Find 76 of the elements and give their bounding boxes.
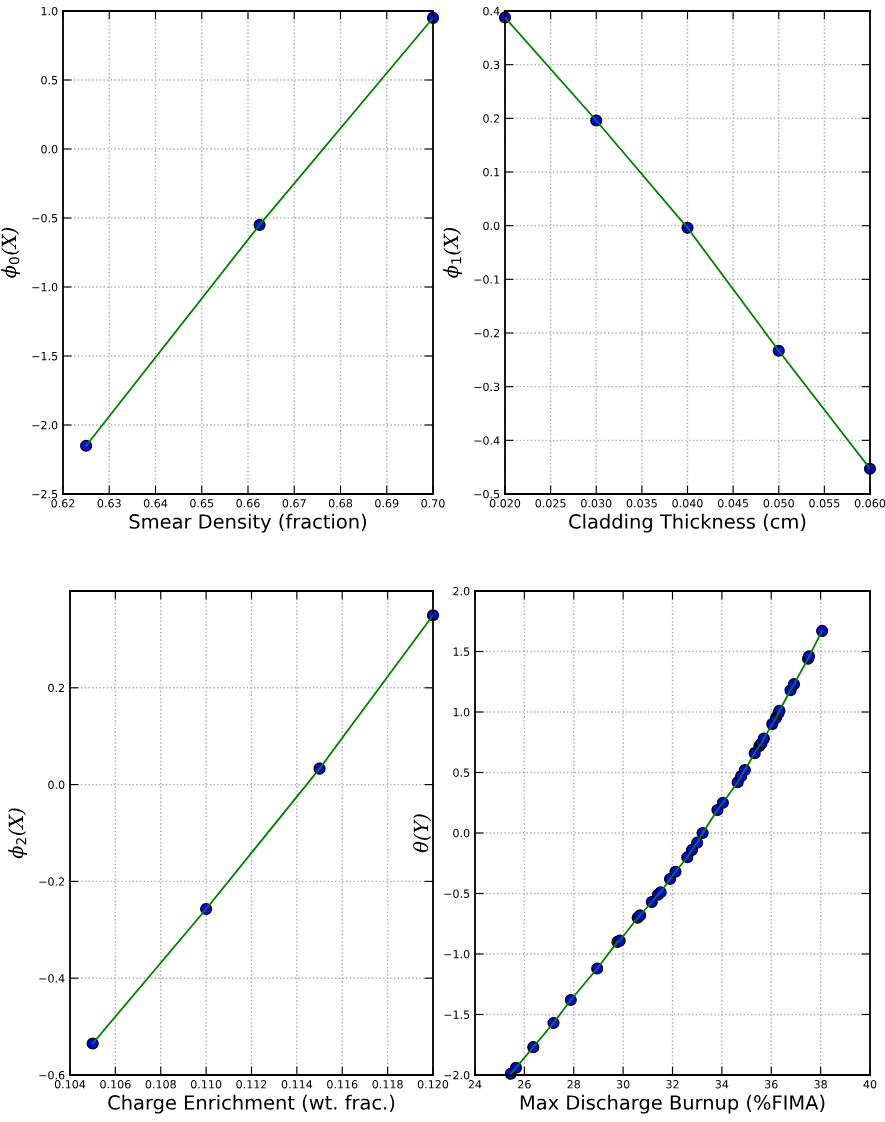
y-tick-label: 1.0 — [41, 6, 58, 16]
x-tick-label: 0.045 — [717, 499, 749, 508]
y-axis-title: ϕ$_{0}$(X) — [1, 227, 20, 278]
y-tick-label: −0.4 — [474, 436, 500, 445]
x-tick-label: 0.030 — [581, 499, 612, 508]
x-tick-label: 24 — [468, 1080, 482, 1089]
y-axis-title: ϕ$_{2}$(X) — [8, 808, 27, 859]
x-tick-label: 0.65 — [190, 499, 214, 508]
x-tick-label: 0.035 — [626, 499, 657, 508]
y-tick-label: 2.0 — [453, 586, 470, 596]
y-tick-label: −0.2 — [474, 328, 500, 338]
x-tick-label: 0.120 — [417, 1080, 449, 1089]
y-tick-label: 0.0 — [483, 221, 500, 231]
y-tick-label: 0.5 — [453, 768, 470, 777]
x-tick-label: 32 — [666, 1080, 679, 1089]
x-tick-label: 0.040 — [672, 499, 703, 508]
y-tick-label: 0.3 — [483, 60, 500, 70]
x-axis-title: Smear Density (fraction) — [129, 513, 366, 533]
y-tick-label: −0.5 — [444, 889, 470, 898]
x-tick-label: 0.112 — [236, 1080, 267, 1089]
y-tick-label: −0.2 — [39, 877, 65, 886]
y-tick-label: 1.5 — [453, 647, 470, 656]
y-axis-title: θ(Y) — [413, 814, 432, 853]
y-axis-title: ϕ$_{1}$(X) — [443, 227, 462, 278]
x-tick-label: 0.64 — [143, 499, 168, 508]
x-tick-label: 0.118 — [372, 1080, 403, 1089]
x-tick-label: 0.020 — [489, 499, 521, 508]
x-tick-label: 0.66 — [236, 499, 260, 508]
y-tick-label: −1.5 — [32, 352, 58, 361]
x-tick-label: 0.110 — [190, 1080, 222, 1089]
x-tick-label: 0.116 — [327, 1080, 358, 1089]
y-tick-label: −0.1 — [474, 275, 500, 284]
x-axis-title: Max Discharge Burnup (%FIMA) — [520, 1094, 825, 1114]
y-tick-label: −1.0 — [444, 949, 470, 959]
x-tick-label: 0.050 — [763, 499, 794, 508]
y-tick-label: 0.4 — [483, 6, 500, 16]
y-tick-label: −0.5 — [32, 213, 58, 223]
y-tick-label: 0.0 — [48, 780, 65, 789]
x-tick-label: 0.67 — [282, 499, 306, 508]
x-axis-title: Charge Enrichment (wt. frac.) — [108, 1094, 395, 1114]
x-tick-label: 34 — [715, 1080, 729, 1089]
y-tick-label: 0.0 — [453, 828, 470, 838]
x-tick-label: 0.106 — [100, 1080, 131, 1089]
x-tick-label: 0.060 — [854, 499, 885, 508]
x-tick-label: 40 — [863, 1080, 877, 1089]
y-tick-label: −2.0 — [444, 1070, 470, 1080]
x-tick-label: 36 — [765, 1080, 778, 1089]
x-tick-label: 0.68 — [328, 499, 353, 508]
x-tick-label: 0.70 — [421, 499, 445, 508]
y-tick-label: −1.5 — [444, 1010, 470, 1019]
x-tick-label: 28 — [567, 1080, 581, 1089]
x-tick-label: 0.69 — [375, 499, 399, 508]
x-tick-label: 0.114 — [281, 1080, 313, 1089]
y-tick-label: −0.5 — [474, 489, 500, 499]
y-tick-label: 0.2 — [483, 114, 500, 123]
y-tick-label: 0.2 — [48, 683, 65, 693]
y-tick-label: −0.4 — [39, 974, 65, 983]
x-tick-label: 0.104 — [54, 1080, 86, 1089]
x-tick-label: 30 — [616, 1080, 630, 1089]
x-tick-label: 38 — [814, 1080, 827, 1089]
y-tick-label: 0.1 — [483, 167, 500, 177]
x-tick-label: 26 — [518, 1080, 531, 1089]
x-tick-label: 0.62 — [51, 499, 75, 508]
y-tick-label: −0.6 — [39, 1070, 65, 1080]
y-tick-label: −1.0 — [32, 282, 58, 292]
y-tick-label: 1.0 — [453, 707, 470, 717]
x-tick-label: 0.055 — [809, 499, 840, 508]
x-axis-title: Cladding Thickness (cm) — [569, 513, 806, 533]
y-tick-label: −2.0 — [32, 420, 58, 430]
y-tick-label: −0.3 — [474, 382, 500, 392]
x-tick-label: 0.63 — [97, 499, 121, 508]
y-tick-label: 0.0 — [41, 144, 58, 154]
y-tick-label: 0.5 — [41, 75, 58, 85]
x-tick-label: 0.108 — [145, 1080, 176, 1089]
y-tick-label: −2.5 — [32, 489, 58, 499]
x-tick-label: 0.025 — [535, 499, 566, 508]
